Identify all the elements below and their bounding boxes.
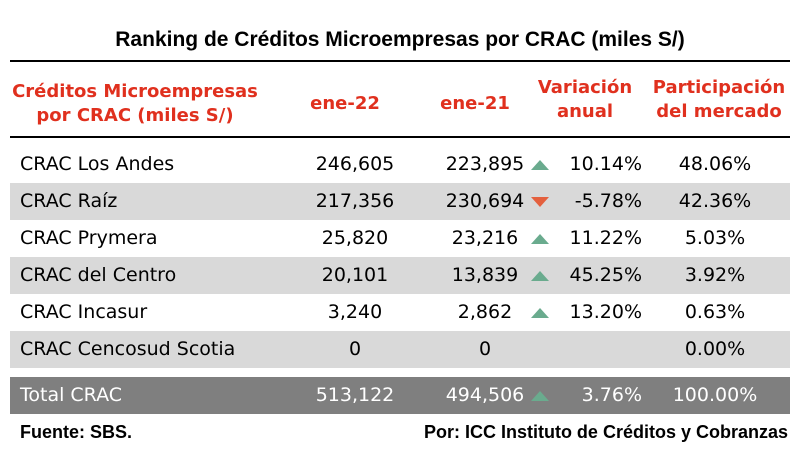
total-variation: 3.76% (581, 384, 642, 406)
row-variation: 11.22% (569, 227, 642, 249)
header-share-line2: del mercado (656, 101, 782, 122)
trend-up-icon (520, 257, 560, 294)
source-note: Fuente: SBS. (20, 422, 133, 442)
header-jan22: ene-22 (310, 93, 380, 114)
trend-up-icon (520, 377, 560, 414)
row-name: CRAC Prymera (20, 227, 158, 249)
total-share: 100.00% (672, 384, 758, 406)
row-jan22: 20,101 (321, 264, 389, 286)
total-jan21: 494,506 (445, 384, 525, 406)
row-jan21: 13,839 (451, 264, 519, 286)
row-name: CRAC Raíz (20, 190, 118, 212)
title-divider (10, 60, 790, 62)
header-jan21: ene-21 (440, 93, 510, 114)
table-title: Ranking de Créditos Microempresas por CR… (115, 28, 685, 51)
total-jan22: 513,122 (315, 384, 395, 406)
trend-up-icon (520, 294, 560, 331)
row-name: CRAC Los Andes (20, 153, 175, 175)
table-row: CRAC Prymera 25,820 23,216 11.22% 5.03% (10, 220, 790, 257)
row-variation: 13.20% (569, 301, 642, 323)
row-jan22: 217,356 (315, 190, 395, 212)
header-share: Participación del mercado (648, 76, 790, 124)
row-name: CRAC Cencosud Scotia (20, 338, 236, 360)
row-variation: -5.78% (574, 190, 642, 212)
header-entity-line2: por CRAC (miles S/) (36, 105, 234, 126)
total-name: Total CRAC (20, 384, 123, 406)
header-share-line1: Participación (652, 77, 786, 98)
table-row: CRAC del Centro 20,101 13,839 45.25% 3.9… (10, 257, 790, 294)
trend-up-icon (520, 146, 560, 183)
row-jan22: 246,605 (315, 153, 395, 175)
row-jan21: 23,216 (451, 227, 519, 249)
total-row: Total CRAC 513,122 494,506 3.76% 100.00% (10, 377, 790, 414)
row-share: 0.63% (684, 301, 746, 323)
row-share: 0.00% (684, 338, 746, 360)
row-share: 3.92% (684, 264, 746, 286)
credit-note: Por: ICC Instituto de Créditos y Cobranz… (423, 422, 788, 442)
row-jan21: 0 (478, 338, 492, 360)
row-jan21: 2,862 (457, 301, 513, 323)
header-entity: Créditos Microempresas por CRAC (miles S… (10, 80, 260, 128)
row-name: CRAC del Centro (20, 264, 177, 286)
table-row: CRAC Cencosud Scotia 0 0 0.00% (10, 331, 790, 368)
row-variation: 45.25% (569, 264, 642, 286)
table-row: CRAC Incasur 3,240 2,862 13.20% 0.63% (10, 294, 790, 331)
row-jan21: 230,694 (445, 190, 525, 212)
row-name: CRAC Incasur (20, 301, 148, 323)
trend-up-icon (520, 220, 560, 257)
trend-down-icon (520, 183, 560, 220)
row-jan22: 0 (348, 338, 362, 360)
row-share: 5.03% (684, 227, 746, 249)
table-row: CRAC Raíz 217,356 230,694 -5.78% 42.36% (10, 183, 790, 220)
header-entity-line1: Créditos Microempresas (12, 81, 258, 102)
table-row: CRAC Los Andes 246,605 223,895 10.14% 48… (10, 146, 790, 183)
header-variation-line1: Variación (537, 77, 633, 98)
row-jan22: 3,240 (327, 301, 383, 323)
header-divider (10, 136, 790, 138)
row-jan22: 25,820 (321, 227, 389, 249)
row-variation: 10.14% (569, 153, 642, 175)
row-share: 42.36% (678, 190, 752, 212)
header-variation-line2: anual (556, 101, 614, 122)
header-variation: Variación anual (525, 76, 645, 124)
row-variation (550, 331, 642, 368)
row-share: 48.06% (678, 153, 752, 175)
row-jan21: 223,895 (445, 153, 525, 175)
